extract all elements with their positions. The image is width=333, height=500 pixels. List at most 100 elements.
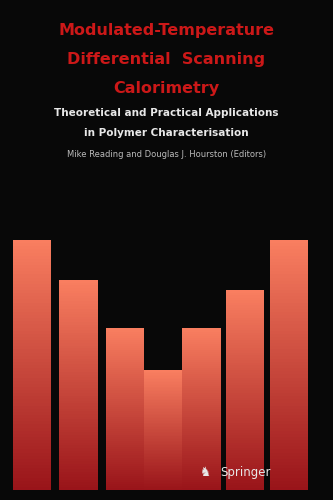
Bar — [144, 397, 182, 398]
Bar — [270, 312, 308, 315]
Bar — [106, 462, 144, 464]
Bar — [13, 406, 51, 409]
Bar — [59, 480, 98, 482]
Bar — [106, 394, 144, 396]
Bar — [182, 458, 221, 460]
Bar — [13, 252, 51, 256]
Bar — [270, 337, 308, 340]
Bar — [270, 428, 308, 430]
Bar — [182, 484, 221, 486]
Bar — [270, 324, 308, 328]
Bar — [270, 352, 308, 356]
Bar — [13, 452, 51, 456]
Bar — [270, 284, 308, 287]
Bar — [13, 359, 51, 362]
Bar — [226, 340, 264, 342]
Bar — [59, 282, 98, 285]
Bar — [106, 452, 144, 454]
Bar — [106, 372, 144, 374]
Bar — [226, 322, 264, 325]
Bar — [106, 368, 144, 370]
Bar — [59, 446, 98, 448]
Bar — [59, 438, 98, 440]
Bar — [144, 446, 182, 448]
Bar — [270, 368, 308, 371]
Bar — [226, 475, 264, 478]
Text: in Polymer Characterisation: in Polymer Characterisation — [84, 128, 249, 138]
Bar — [59, 301, 98, 304]
Bar — [182, 472, 221, 474]
Bar — [270, 290, 308, 293]
Bar — [106, 450, 144, 452]
Bar — [13, 418, 51, 421]
Bar — [144, 464, 182, 466]
Bar — [270, 378, 308, 380]
Bar — [144, 380, 182, 382]
Text: Springer: Springer — [220, 466, 270, 479]
Bar — [182, 413, 221, 415]
Bar — [270, 409, 308, 412]
Bar — [144, 451, 182, 452]
Bar — [182, 344, 221, 346]
Bar — [182, 332, 221, 334]
Bar — [226, 308, 264, 310]
Bar — [270, 474, 308, 478]
Bar — [106, 400, 144, 402]
Bar — [59, 366, 98, 369]
Bar — [59, 288, 98, 290]
Bar — [106, 376, 144, 378]
Bar — [106, 437, 144, 439]
Bar — [182, 356, 221, 358]
Bar — [144, 460, 182, 462]
Bar — [182, 439, 221, 441]
Bar — [144, 450, 182, 451]
Bar — [226, 388, 264, 390]
Bar — [59, 332, 98, 335]
Bar — [144, 415, 182, 416]
Bar — [182, 419, 221, 421]
Bar — [106, 338, 144, 340]
Bar — [270, 443, 308, 446]
Bar — [106, 488, 144, 490]
Bar — [59, 432, 98, 435]
Bar — [106, 474, 144, 476]
Bar — [226, 452, 264, 455]
Bar — [144, 374, 182, 376]
Bar — [144, 476, 182, 478]
Bar — [13, 278, 51, 280]
Bar — [182, 354, 221, 356]
Bar — [59, 322, 98, 324]
Bar — [270, 384, 308, 387]
Bar — [226, 482, 264, 485]
Bar — [182, 450, 221, 452]
Bar — [106, 388, 144, 390]
Bar — [106, 390, 144, 392]
Bar — [144, 416, 182, 418]
Bar — [106, 380, 144, 382]
Bar — [226, 338, 264, 340]
Bar — [106, 334, 144, 336]
Bar — [13, 315, 51, 318]
Bar — [270, 478, 308, 480]
Bar — [270, 450, 308, 452]
Bar — [13, 318, 51, 321]
Bar — [270, 421, 308, 424]
Bar — [226, 438, 264, 440]
Bar — [106, 476, 144, 478]
Bar — [144, 384, 182, 385]
Text: Differential  Scanning: Differential Scanning — [68, 52, 265, 66]
Bar — [106, 342, 144, 344]
Bar — [226, 435, 264, 438]
Bar — [13, 409, 51, 412]
Bar — [59, 364, 98, 366]
Bar — [270, 402, 308, 406]
Bar — [226, 300, 264, 302]
Bar — [144, 406, 182, 407]
Bar — [13, 302, 51, 306]
Bar — [226, 352, 264, 355]
Bar — [226, 390, 264, 392]
Bar — [226, 365, 264, 368]
Bar — [59, 474, 98, 477]
Bar — [59, 464, 98, 466]
Bar — [106, 478, 144, 480]
